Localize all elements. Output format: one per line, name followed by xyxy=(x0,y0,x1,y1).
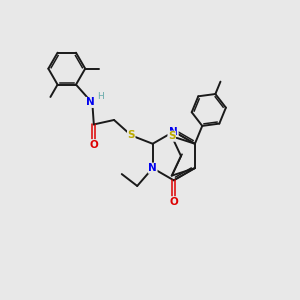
Text: N: N xyxy=(85,98,94,107)
Text: S: S xyxy=(128,130,135,140)
Text: N: N xyxy=(169,127,178,136)
Text: S: S xyxy=(168,131,176,141)
Text: N: N xyxy=(148,163,157,173)
Text: O: O xyxy=(169,197,178,207)
Text: H: H xyxy=(97,92,104,101)
Text: O: O xyxy=(89,140,98,150)
